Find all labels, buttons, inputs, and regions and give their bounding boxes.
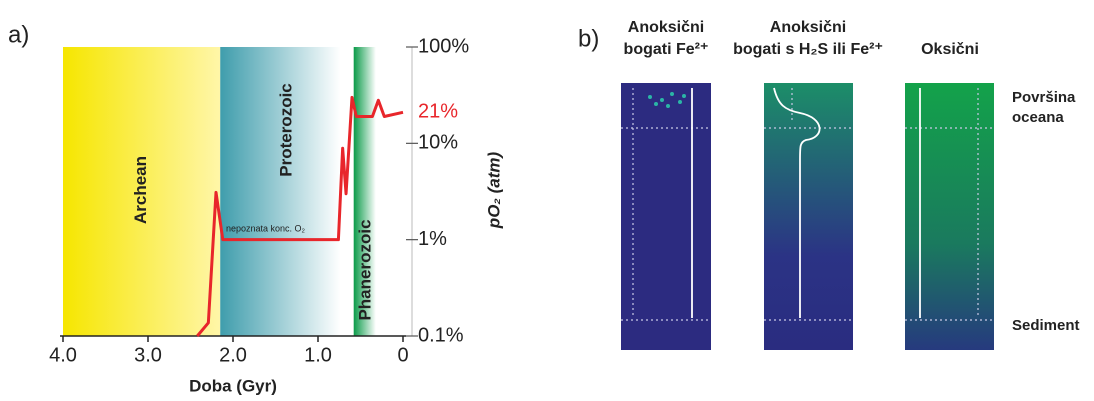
depth-label: Sediment bbox=[1012, 317, 1080, 334]
eon-label: Proterozoic bbox=[276, 83, 295, 177]
depth-label: Površina bbox=[1012, 89, 1076, 106]
y-axis-title: pO₂ (atm) bbox=[484, 151, 503, 229]
y-tick-label: 1% bbox=[418, 228, 447, 250]
column-title: Anoksični bbox=[628, 19, 704, 36]
y-tick-label: 0.1% bbox=[418, 324, 464, 346]
panel-label: a) bbox=[8, 21, 29, 48]
eon-label: Phanerozoic bbox=[356, 219, 375, 320]
column-title: Oksični bbox=[921, 41, 979, 58]
column bbox=[621, 83, 711, 350]
x-axis-title: Doba (Gyr) bbox=[189, 376, 277, 395]
y-tick-label: 100% bbox=[418, 35, 469, 57]
column-title: bogati s H₂S ili Fe²⁺ bbox=[733, 41, 883, 58]
eon-label: Archean bbox=[131, 156, 150, 224]
panel-b: b) Anoksični bogati Fe²⁺ Anoksični bogati s… bbox=[578, 19, 1080, 350]
x-tick-label: 1.0 bbox=[304, 344, 332, 366]
annotation-21: 21% bbox=[418, 100, 458, 122]
depth-label: oceana bbox=[1012, 109, 1064, 126]
column bbox=[764, 83, 853, 350]
y-tick-label: 10% bbox=[418, 132, 458, 154]
column bbox=[905, 83, 994, 350]
figure: Archean Proterozoic Phanerozoic 4.0 3.0 2.0 1… bbox=[0, 0, 1094, 401]
column-title: bogati Fe²⁺ bbox=[624, 41, 709, 58]
x-tick-label: 0 bbox=[397, 344, 408, 366]
column-title: Anoksični bbox=[770, 19, 846, 36]
x-tick-label: 2.0 bbox=[219, 344, 247, 366]
x-tick-label: 4.0 bbox=[49, 344, 77, 366]
annotation-unknown: nepoznata konc. O₂ bbox=[226, 223, 306, 233]
panel-label: b) bbox=[578, 25, 599, 52]
x-tick-label: 3.0 bbox=[134, 344, 162, 366]
